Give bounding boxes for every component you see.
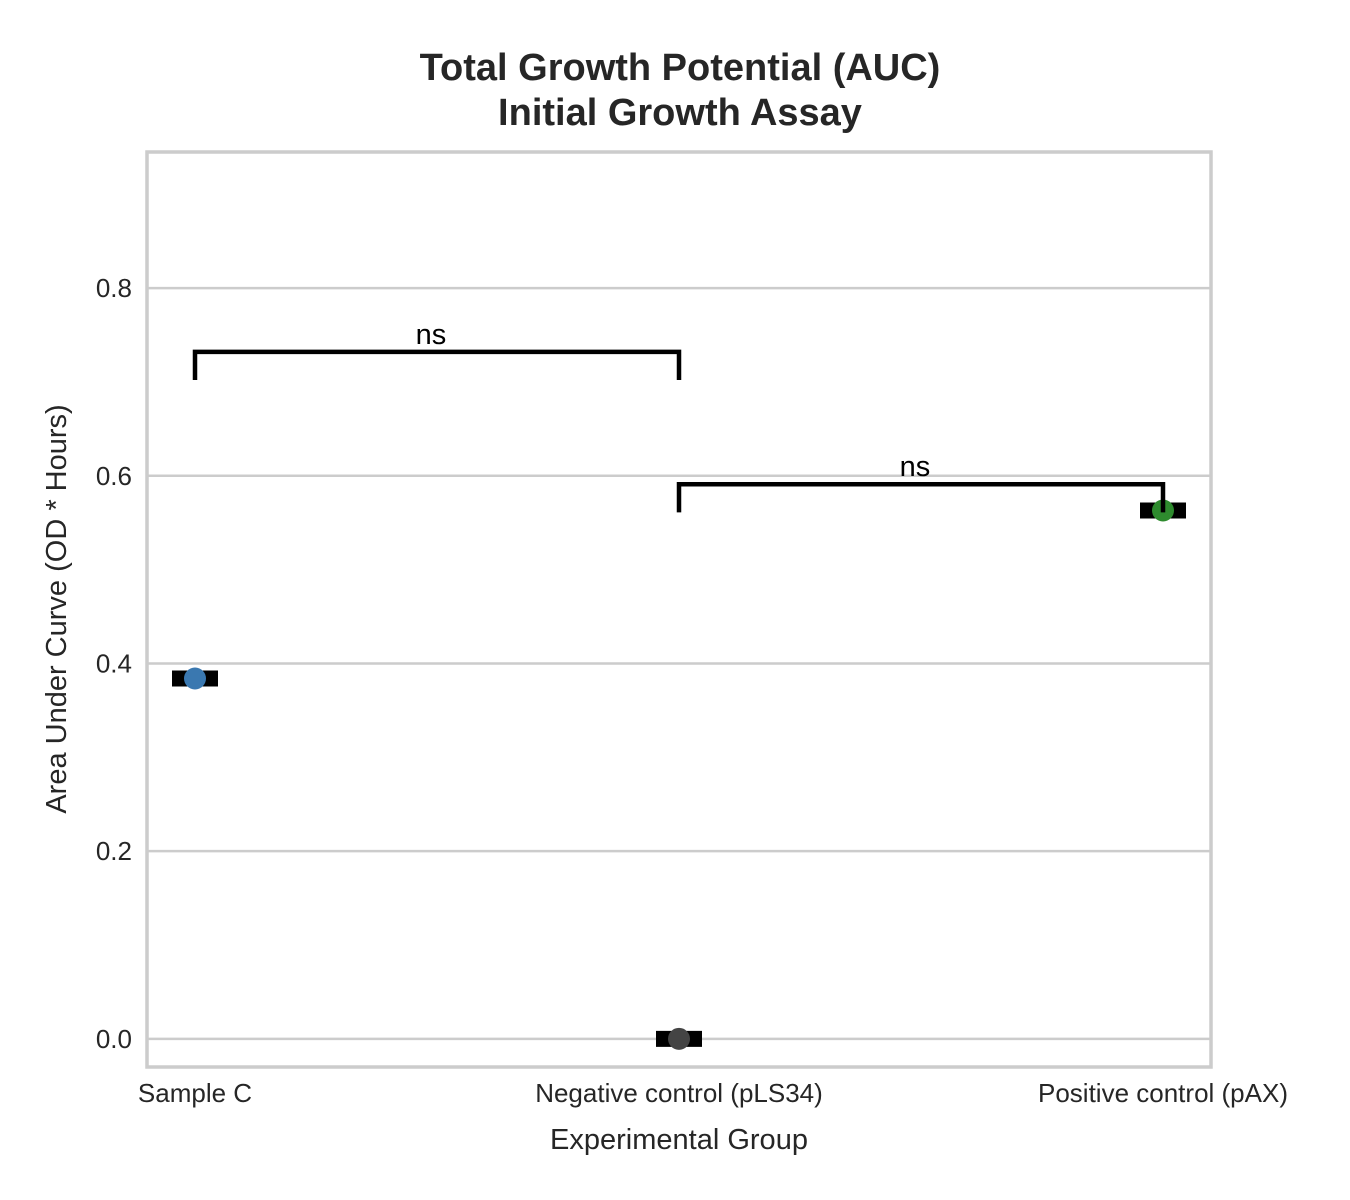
significance-label: ns: [900, 451, 931, 483]
mean-markers: [172, 502, 1186, 1047]
data-point: [668, 1027, 690, 1050]
data-points: [184, 499, 1174, 1050]
y-tick-label: 0.2: [96, 836, 132, 866]
y-tick-label: 0.4: [96, 648, 132, 678]
x-tick-label: Negative control (pLS34): [535, 1078, 823, 1108]
y-tick-labels: 0.0 0.2 0.4 0.6 0.8: [96, 273, 132, 1054]
plot-frame: [145, 150, 1213, 1069]
x-tick-labels: Sample C Negative control (pLS34) Positive…: [138, 1078, 1288, 1108]
x-tick-label: Sample C: [138, 1078, 252, 1108]
x-axis-label: Experimental Group: [550, 1124, 808, 1156]
chart-title-line-1: Total Growth Potential (AUC): [420, 47, 941, 89]
significance-brackets: ns ns: [192, 319, 1166, 513]
significance-bracket: [192, 349, 682, 381]
chart-title-line-2: Initial Growth Assay: [498, 92, 862, 134]
y-tick-label: 0.8: [96, 273, 132, 303]
y-axis-label: Area Under Curve (OD * Hours): [41, 404, 73, 813]
x-tick-label: Positive control (pAX): [1038, 1078, 1288, 1108]
y-tick-label: 0.0: [96, 1024, 132, 1054]
y-tick-label: 0.6: [96, 461, 132, 491]
data-point: [184, 667, 206, 690]
significance-label: ns: [416, 319, 447, 351]
significance-bracket: [676, 481, 1166, 513]
grid-lines: [147, 286, 1211, 1041]
